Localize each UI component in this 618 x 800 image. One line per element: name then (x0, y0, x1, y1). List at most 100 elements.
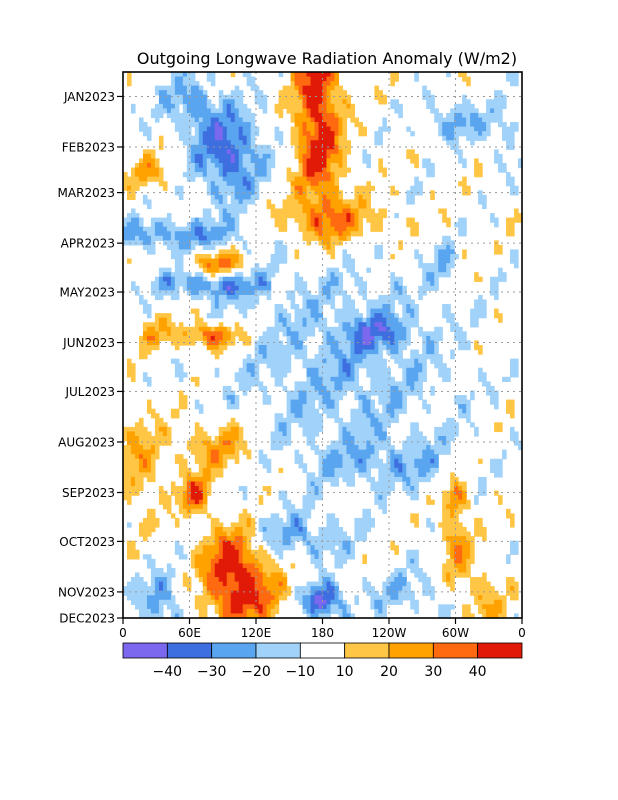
heatmap-cell (134, 235, 140, 241)
heatmap-cell (446, 431, 451, 437)
heatmap-cell (214, 326, 220, 332)
heatmap-cell (234, 326, 240, 332)
heatmap-cell (338, 440, 344, 446)
heatmap-cell (362, 290, 367, 296)
heatmap-cell (310, 294, 316, 301)
heatmap-cell (246, 190, 252, 196)
heatmap-cell (266, 458, 272, 464)
heatmap-cell (314, 117, 320, 123)
heatmap-cell (358, 426, 363, 433)
heatmap-cell (158, 276, 164, 282)
heatmap-cell (130, 240, 136, 246)
heatmap-cell (326, 354, 332, 360)
heatmap-cell (234, 322, 240, 328)
heatmap-field (123, 72, 523, 619)
heatmap-cell (446, 499, 451, 505)
heatmap-cell (306, 536, 312, 542)
heatmap-cell (306, 404, 312, 410)
heatmap-cell (494, 149, 499, 155)
heatmap-cell (306, 385, 312, 392)
heatmap-cell (190, 326, 196, 332)
heatmap-cell (414, 190, 419, 196)
heatmap-cell (202, 149, 208, 155)
heatmap-cell (146, 158, 152, 164)
heatmap-cell (222, 94, 228, 100)
heatmap-cell (326, 449, 332, 455)
heatmap-cell (322, 176, 328, 182)
heatmap-cell (322, 131, 328, 137)
heatmap-cell (302, 354, 308, 360)
heatmap-cell (378, 222, 383, 228)
heatmap-cell (262, 158, 268, 164)
heatmap-cell (238, 131, 244, 137)
heatmap-cell (218, 326, 224, 332)
heatmap-cell (366, 203, 371, 210)
heatmap-cell (278, 358, 284, 364)
heatmap-cell (222, 554, 228, 560)
heatmap-cell (222, 463, 228, 469)
heatmap-cell (194, 486, 200, 492)
heatmap-cell (274, 376, 280, 382)
heatmap-cell (414, 522, 419, 528)
heatmap-cell (302, 108, 308, 114)
heatmap-cell (354, 331, 360, 337)
heatmap-cell (330, 408, 336, 414)
heatmap-cell (246, 536, 252, 542)
heatmap-cell (438, 267, 443, 273)
heatmap-cell (454, 122, 459, 128)
heatmap-cell (286, 199, 292, 205)
heatmap-cell (246, 276, 252, 282)
heatmap-cell (302, 349, 308, 355)
heatmap-cell (350, 481, 356, 487)
heatmap-cell (194, 272, 200, 278)
heatmap-cell (138, 181, 144, 187)
heatmap-cell (254, 272, 260, 278)
heatmap-cell (178, 322, 184, 328)
heatmap-cell (138, 436, 144, 442)
heatmap-cell (242, 108, 248, 114)
heatmap-cell (298, 354, 304, 360)
heatmap-cell (370, 299, 375, 305)
heatmap-cell (350, 263, 356, 269)
heatmap-cell (510, 545, 515, 551)
heatmap-cell (350, 476, 356, 483)
heatmap-cell (506, 554, 511, 560)
heatmap-cell (314, 304, 320, 310)
heatmap-cell (218, 99, 224, 105)
heatmap-cell (342, 372, 348, 378)
heatmap-cell (342, 149, 348, 155)
heatmap-cell (422, 263, 427, 269)
heatmap-cell (218, 263, 224, 269)
heatmap-cell (414, 490, 419, 496)
heatmap-cell (250, 522, 256, 528)
heatmap-cell (146, 176, 152, 182)
heatmap-cell (218, 290, 224, 296)
heatmap-cell (446, 235, 451, 241)
heatmap-cell (378, 308, 383, 314)
heatmap-cell (146, 163, 152, 169)
heatmap-cell (366, 390, 371, 396)
heatmap-cell (218, 112, 224, 119)
heatmap-cell (386, 481, 391, 487)
heatmap-cell (134, 185, 140, 191)
heatmap-cell (290, 545, 296, 551)
heatmap-cell (362, 417, 367, 423)
heatmap-cell (370, 454, 375, 460)
heatmap-cell (198, 153, 204, 160)
heatmap-cell (278, 376, 284, 382)
heatmap-cell (182, 226, 188, 232)
heatmap-cell (218, 131, 224, 137)
heatmap-cell (370, 335, 375, 342)
heatmap-cell (378, 436, 383, 442)
heatmap-cell (206, 140, 212, 146)
heatmap-cell (150, 285, 156, 291)
heatmap-cell (314, 545, 320, 551)
heatmap-cell (318, 99, 324, 105)
heatmap-cell (206, 181, 212, 187)
heatmap-cell (202, 117, 208, 123)
heatmap-cell (190, 231, 196, 237)
heatmap-cell (414, 317, 419, 323)
heatmap-cell (194, 504, 200, 510)
heatmap-cell (162, 426, 168, 433)
heatmap-cell (298, 454, 304, 460)
